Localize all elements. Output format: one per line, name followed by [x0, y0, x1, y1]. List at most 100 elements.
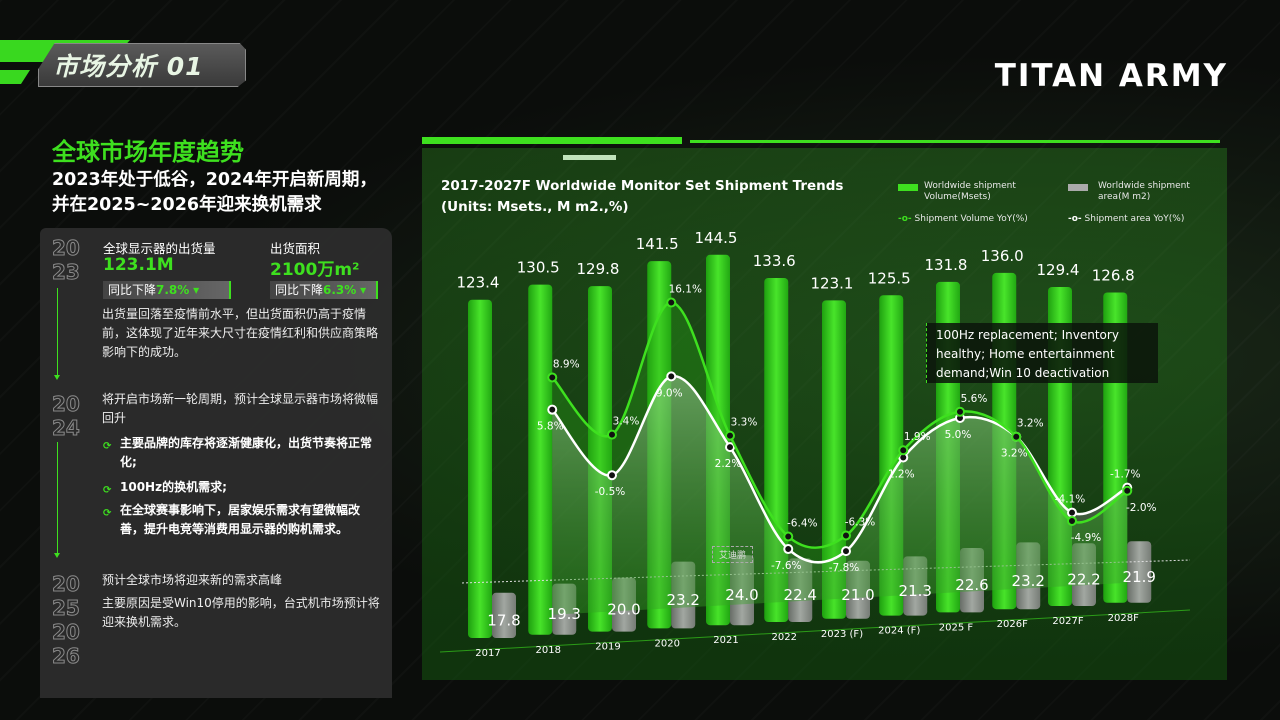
yoy-data-label: 1.9%	[904, 431, 931, 443]
year-label: 20 24	[52, 392, 81, 441]
area-data-label: 21.0	[841, 586, 874, 604]
volume-data-label: 126.8	[1092, 266, 1135, 284]
volume-data-label: 129.8	[577, 260, 620, 278]
area-data-label: 23.2	[667, 591, 700, 609]
area-data-label: 21.3	[899, 582, 932, 600]
x-tick-label: 2019	[595, 642, 620, 653]
x-tick-label: 2027F	[1052, 616, 1083, 627]
x-tick-label: 2017	[475, 648, 500, 659]
yoy-data-label: -6.3%	[845, 517, 875, 529]
timeline-panel	[40, 228, 392, 698]
yoy-data-label: 1.2%	[888, 469, 915, 481]
section-badge: 市场分析 01	[38, 43, 246, 87]
yoy-point	[898, 445, 909, 456]
yoy-point	[725, 430, 735, 441]
metric-label: 出货面积	[270, 241, 321, 256]
yoy-point	[783, 544, 794, 555]
yoy-point	[841, 530, 851, 541]
yoy-data-label: -4.9%	[1071, 532, 1101, 544]
yoy-data-label: 8.9%	[553, 358, 580, 370]
brand-logo: TITAN ARMY	[994, 58, 1228, 94]
year-label: 20 23	[52, 236, 81, 285]
volume-bar	[528, 284, 553, 635]
yoy-line	[551, 301, 1128, 549]
timeline-arrow	[54, 288, 60, 380]
yoy-point	[547, 372, 558, 383]
area-bar	[492, 592, 516, 638]
volume-data-label: 123.1	[811, 274, 854, 292]
annotation-box: 100Hz replacement; Inventory healthy; Ho…	[926, 323, 1158, 383]
volume-data-label: 131.8	[925, 256, 968, 274]
yoy-point	[955, 406, 965, 417]
yoy-point	[1122, 485, 1133, 496]
description: 出货量回落至疫情前水平，但出货面积仍高于疫情前，这体现了近年来大尺寸在疫情红利和…	[102, 307, 379, 359]
x-tick-label: 2025 F	[939, 622, 974, 633]
metric-label: 全球显示器的出货量	[103, 241, 216, 256]
yoy-point	[607, 429, 617, 440]
bullet-item: ⟳ 100Hz的换机需求;	[103, 478, 383, 497]
page-title: 全球市场年度趋势	[52, 138, 244, 166]
axis-line	[439, 609, 1191, 653]
x-tick-label: 2018	[536, 645, 561, 656]
area-data-label: 22.2	[1067, 571, 1100, 589]
legend-line-marker: -o-	[1068, 214, 1082, 224]
yoy-data-label: -7.6%	[771, 560, 801, 572]
yoy-data-label: 16.1%	[669, 284, 702, 296]
volume-data-label: 130.5	[517, 259, 560, 277]
yoy-point	[666, 297, 677, 308]
yoy-point	[1011, 431, 1022, 442]
yoy-point	[725, 442, 735, 453]
yoy-data-label: -6.4%	[787, 518, 817, 530]
area-data-label: 24.0	[725, 586, 758, 604]
yoy-data-label: -0.5%	[595, 486, 625, 498]
x-tick-label: 2024 (F)	[878, 626, 920, 637]
accent-bar	[690, 140, 1220, 143]
yoy-data-label: -7.8%	[829, 562, 859, 574]
year-label: 20 25 20 26	[52, 572, 81, 669]
yoy-data-label: 3.2%	[1001, 448, 1028, 460]
x-tick-label: 2028F	[1108, 613, 1139, 624]
yoy-point	[1067, 507, 1077, 518]
legend-swatch	[898, 184, 918, 191]
legend-swatch	[1068, 184, 1088, 191]
yoy-data-label: 5.8%	[537, 421, 564, 433]
legend-item-volume-yoy: -o- Shipment Volume YoY(%)	[898, 214, 1028, 224]
metric-value: 2100万m²	[270, 260, 360, 280]
yoy-data-label: -2.0%	[1126, 502, 1156, 514]
watermark: 艾迪鹏	[712, 546, 754, 563]
area-data-label: 22.6	[955, 576, 988, 594]
yoy-data-label: 3.2%	[1017, 418, 1044, 430]
accent-shape	[0, 70, 30, 84]
area-data-label: 21.9	[1123, 568, 1156, 586]
yoy-data-label: -1.7%	[1110, 469, 1140, 481]
yoy-point	[607, 470, 617, 481]
change-chip: 同比下降7.8% ▾	[103, 281, 231, 299]
yoy-data-label: 3.3%	[731, 417, 758, 429]
description: 将开启市场新一轮周期，预计全球显示器市场将微幅回升	[102, 392, 379, 425]
legend-item-volume: Worldwide shipment Volume(Msets)	[898, 181, 1034, 203]
x-tick-label: 2020	[655, 638, 680, 649]
volume-data-label: 123.4	[457, 274, 500, 292]
yoy-data-label: 9.0%	[656, 387, 683, 399]
bullet-icon: ⟳	[103, 485, 112, 496]
area-bar	[1127, 541, 1152, 603]
yoy-data-label: 5.0%	[945, 429, 972, 441]
yoy-point	[841, 546, 851, 557]
legend-item-area-yoy: -o- Shipment area YoY(%)	[1068, 214, 1185, 224]
subtitle-line: 并在2025~2026年迎来换机需求	[52, 195, 322, 215]
bullet-item: ⟳ 主要品牌的库存将逐渐健康化，出货节奏将正常化;	[103, 436, 373, 469]
page-subtitle: 2023年处于低谷，2024年开启新周期， 并在2025~2026年迎来换机需求	[52, 168, 377, 218]
legend-item-area: Worldwide shipment area(M m2)	[1068, 181, 1198, 203]
bullet-icon: ⟳	[103, 441, 112, 452]
area-data-label: 22.4	[784, 586, 817, 604]
yoy-point	[547, 404, 558, 415]
volume-data-label: 136.0	[981, 247, 1024, 265]
yoy-data-label: 2.2%	[715, 458, 742, 470]
x-tick-label: 2023 (F)	[821, 629, 863, 640]
bullet-item: ⟳ 在全球赛事影响下，居家娱乐需求有望微幅改善，提升电竞等消费用显示器的购机需求。	[103, 503, 361, 536]
subtitle-line: 2023年处于低谷，2024年开启新周期，	[52, 170, 377, 190]
x-tick-label: 2021	[713, 635, 738, 646]
yoy-data-label: 3.4%	[613, 416, 640, 428]
yoy-data-label: 5.6%	[961, 393, 988, 405]
volume-bar	[468, 299, 492, 638]
